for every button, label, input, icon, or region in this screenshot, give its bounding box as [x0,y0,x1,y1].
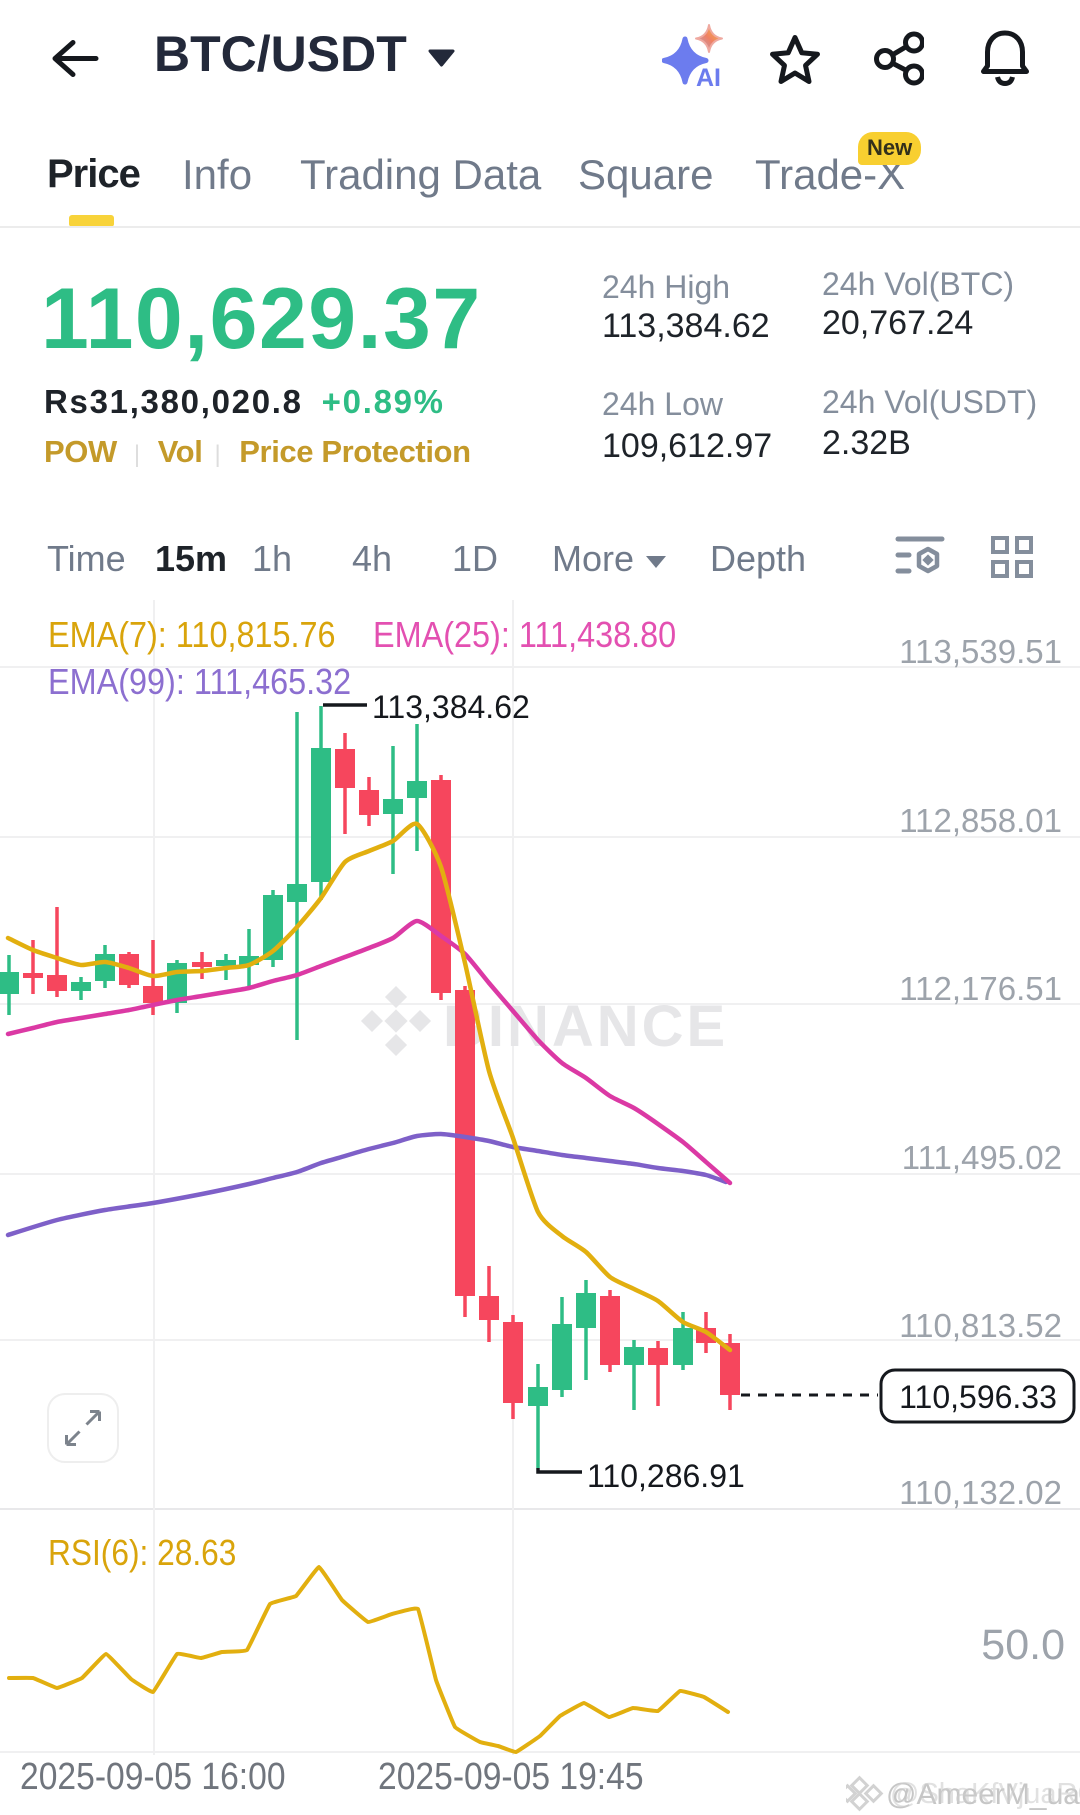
svg-text:110,286.91: 110,286.91 [587,1458,745,1494]
svg-text:110,596.33: 110,596.33 [899,1379,1057,1415]
svg-text:110,132.02: 110,132.02 [899,1474,1062,1511]
svg-text:112,176.51: 112,176.51 [899,970,1062,1007]
svg-text:@AmeerM_uala: @AmeerM_uala [886,1778,1080,1811]
svg-text:BINANCE: BINANCE [443,994,728,1059]
svg-text:111,495.02: 111,495.02 [902,1139,1062,1176]
svg-text:113,539.51: 113,539.51 [899,633,1062,670]
svg-text:113,384.62: 113,384.62 [372,689,530,725]
svg-text:@ShaKfVjuaRG: @ShaKfVjuaRG [890,1778,1080,1810]
svg-text:50.0: 50.0 [981,1621,1065,1669]
svg-text:110,813.52: 110,813.52 [899,1307,1062,1344]
svg-text:112,858.01: 112,858.01 [899,802,1062,839]
svg-text:AI: AI [696,64,721,90]
